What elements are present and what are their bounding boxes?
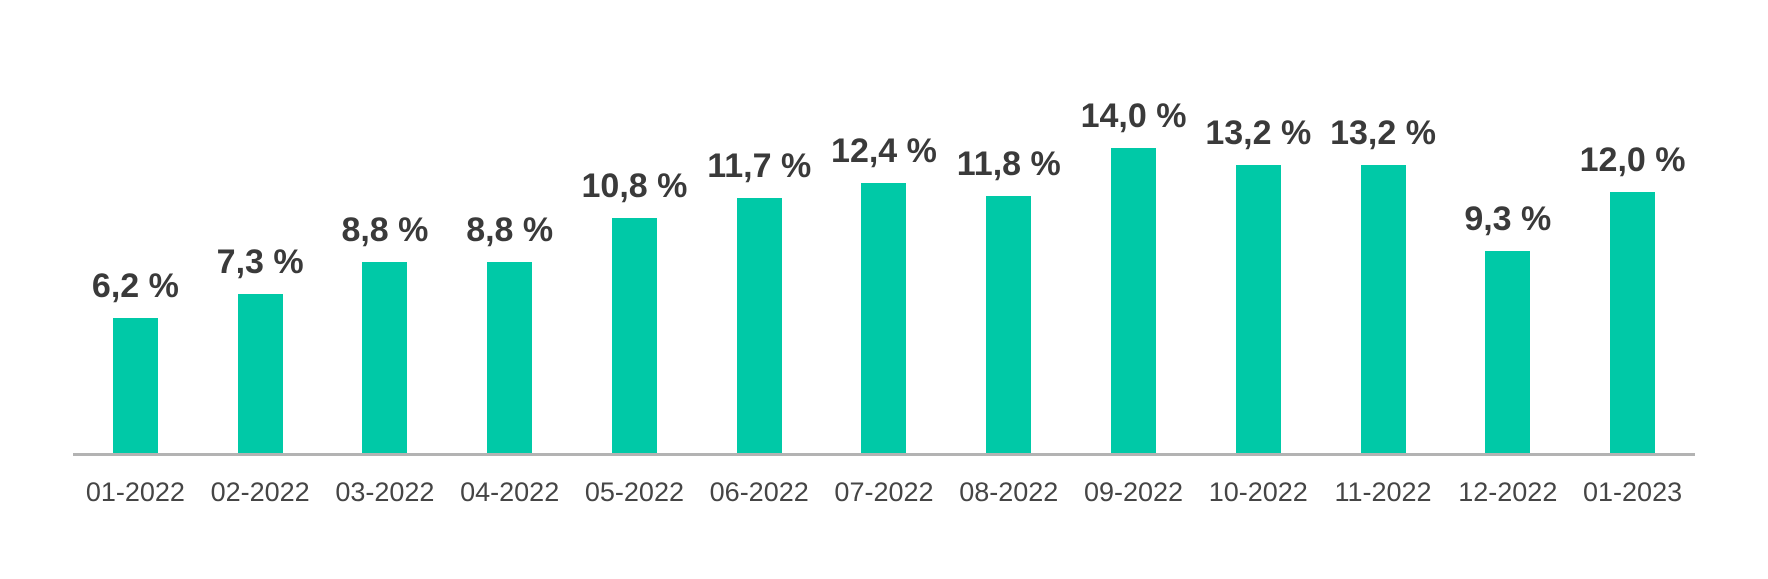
bar bbox=[986, 196, 1032, 454]
x-axis-label: 11-2022 bbox=[1334, 477, 1432, 507]
value-label: 6,2 % bbox=[91, 266, 179, 305]
bar-column: 10,8 % bbox=[572, 166, 697, 454]
bar bbox=[487, 262, 533, 454]
value-label: 13,2 % bbox=[1330, 113, 1436, 152]
bar bbox=[611, 218, 657, 454]
value-label: 7,3 % bbox=[216, 242, 304, 281]
x-axis-label: 09-2022 bbox=[1083, 477, 1184, 507]
x-axis-label: 04-2022 bbox=[460, 477, 560, 507]
bar bbox=[736, 198, 782, 454]
bar bbox=[362, 262, 408, 454]
x-axis-label: 10-2022 bbox=[1208, 477, 1308, 507]
bar-column: 9,3 % bbox=[1445, 199, 1570, 454]
bar bbox=[1485, 251, 1531, 454]
bar bbox=[1111, 148, 1156, 454]
value-label: 8,8 % bbox=[466, 210, 554, 249]
x-axis-line bbox=[73, 453, 1695, 456]
value-label: 9,3 % bbox=[1464, 199, 1552, 238]
bar-column: 12,0 % bbox=[1570, 140, 1695, 454]
x-axis-labels: 01-2022 02-2022 03-2022 04-2022 05-2022 06-20… bbox=[73, 477, 1695, 508]
value-label: 11,7 % bbox=[707, 146, 812, 185]
x-axis-label: 05-2022 bbox=[584, 477, 684, 507]
bar-column: 13,2 % bbox=[1196, 113, 1321, 454]
value-label: 13,2 % bbox=[1205, 113, 1312, 152]
value-label: 8,8 % bbox=[341, 210, 429, 249]
value-label: 10,8 % bbox=[581, 166, 688, 205]
bar-column: 11,7 % bbox=[697, 146, 822, 454]
value-label: 12,0 % bbox=[1579, 140, 1686, 179]
value-label: 12,4 % bbox=[831, 131, 937, 170]
x-axis-label: 03-2022 bbox=[335, 477, 435, 507]
value-label: 11,8 % bbox=[956, 144, 1061, 183]
x-axis-label: 08-2022 bbox=[959, 477, 1059, 507]
x-axis-label: 06-2022 bbox=[709, 477, 809, 507]
bar-column: 12,4 % bbox=[822, 131, 947, 454]
bar-column: 8,8 % bbox=[447, 210, 572, 454]
bars-row: 6,2 % 7,3 % 8,8 % 8,8 % 10,8 % 11,7 % 12,4 % 11… bbox=[73, 0, 1695, 454]
x-axis-label: 01-2022 bbox=[85, 477, 185, 507]
bar bbox=[112, 318, 158, 454]
x-axis-label: 12-2022 bbox=[1458, 477, 1558, 507]
bar-column: 8,8 % bbox=[323, 210, 448, 454]
value-label: 14,0 % bbox=[1080, 96, 1187, 135]
x-axis-label: 02-2022 bbox=[210, 477, 310, 507]
bar-column: 7,3 % bbox=[198, 242, 323, 454]
bar-column: 13,2 % bbox=[1321, 113, 1446, 454]
bar bbox=[1360, 165, 1406, 454]
bar bbox=[1235, 165, 1281, 454]
bar bbox=[237, 294, 283, 454]
bar-column: 14,0 % bbox=[1071, 96, 1196, 454]
x-axis-label: 01-2023 bbox=[1583, 477, 1683, 507]
bar bbox=[861, 183, 907, 454]
x-axis-label: 07-2022 bbox=[834, 477, 934, 507]
bar bbox=[1610, 192, 1656, 454]
bar-column: 11,8 % bbox=[946, 144, 1071, 454]
bar-column: 6,2 % bbox=[73, 266, 198, 454]
